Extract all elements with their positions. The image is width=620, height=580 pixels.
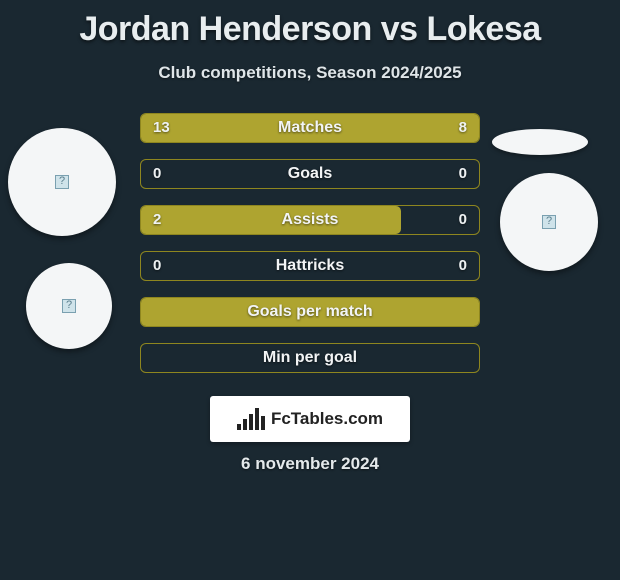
stat-value-right: 0 <box>459 160 467 188</box>
broken-image-icon <box>62 299 76 313</box>
comparison-stage: Matches138Goals00Assists20Hattricks00Goa… <box>0 113 620 393</box>
stat-value-right: 0 <box>459 206 467 234</box>
stat-label: Goals per match <box>141 298 479 326</box>
page-subtitle: Club competitions, Season 2024/2025 <box>0 63 620 83</box>
page-title: Jordan Henderson vs Lokesa <box>0 0 620 49</box>
stat-value-right: 8 <box>459 114 467 142</box>
stat-label: Goals <box>141 160 479 188</box>
stat-value-right: 0 <box>459 252 467 280</box>
player1-avatar-1 <box>8 128 116 236</box>
player2-avatar-1 <box>500 173 598 271</box>
player2-ellipse <box>492 129 588 155</box>
stat-value-left: 13 <box>153 114 170 142</box>
stat-row: Matches13 8 <box>140 113 480 143</box>
stat-value-left: 0 <box>153 252 161 280</box>
stat-bars: Matches138Goals00Assists20Hattricks00Goa… <box>140 113 480 389</box>
logo-text: FcTables.com <box>271 409 383 429</box>
stat-value-left: 0 <box>153 160 161 188</box>
stat-row: Goals0 0 <box>140 159 480 189</box>
footer-date: 6 november 2024 <box>0 454 620 474</box>
stat-value-left: 2 <box>153 206 161 234</box>
stat-row: Min per goal <box>140 343 480 373</box>
stat-label: Assists <box>141 206 479 234</box>
stat-row: Assists2 0 <box>140 205 480 235</box>
stat-label: Min per goal <box>141 344 479 372</box>
player1-avatar-2 <box>26 263 112 349</box>
stat-label: Matches <box>141 114 479 142</box>
fctables-logo: FcTables.com <box>210 396 410 442</box>
stat-label: Hattricks <box>141 252 479 280</box>
broken-image-icon <box>55 175 69 189</box>
logo-bars-icon <box>237 408 265 430</box>
stat-row: Goals per match <box>140 297 480 327</box>
broken-image-icon <box>542 215 556 229</box>
stat-row: Hattricks0 0 <box>140 251 480 281</box>
